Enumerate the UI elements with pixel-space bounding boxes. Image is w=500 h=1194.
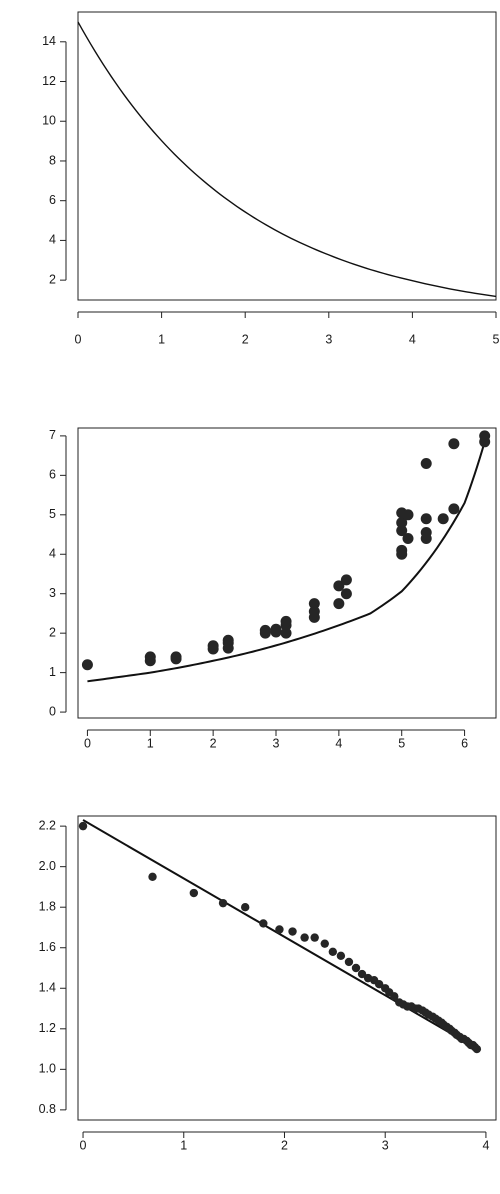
- data-point: [275, 925, 284, 934]
- y-tick-label: 4: [49, 547, 56, 561]
- data-point: [437, 513, 449, 525]
- data-point: [308, 605, 320, 617]
- data-point: [222, 634, 234, 646]
- fit-line: [82, 819, 479, 1050]
- data-point: [472, 1044, 482, 1054]
- y-tick-label: 1.8: [39, 899, 56, 913]
- data-point: [396, 525, 408, 537]
- x-tick-label: 3: [273, 736, 280, 750]
- y-tick-label: 1: [49, 665, 56, 679]
- x-tick-label: 1: [158, 332, 165, 346]
- x-tick-label: 5: [398, 736, 405, 750]
- data-point: [170, 651, 182, 663]
- y-tick-label: 0.8: [39, 1102, 56, 1116]
- x-tick-label: 2: [281, 1138, 288, 1152]
- y-tick-label: 5: [49, 507, 56, 521]
- data-point: [207, 640, 219, 652]
- data-point: [241, 903, 250, 912]
- data-point: [310, 933, 319, 942]
- x-tick-label: 5: [493, 332, 500, 346]
- data-point: [420, 513, 432, 525]
- x-tick-label: 1: [147, 736, 154, 750]
- fit-line: [87, 441, 486, 683]
- data-point: [78, 821, 88, 831]
- data-point: [259, 624, 271, 636]
- y-tick-label: 7: [49, 428, 56, 442]
- data-point: [270, 623, 282, 635]
- y-tick-label: 6: [49, 193, 56, 207]
- data-point: [479, 430, 491, 442]
- data-point: [308, 598, 320, 610]
- x-tick-label: 0: [80, 1138, 87, 1152]
- y-tick-label: 0: [49, 704, 56, 718]
- y-tick-label: 12: [42, 74, 56, 88]
- x-tick-label: 3: [325, 332, 332, 346]
- plot-frame: [77, 427, 497, 719]
- data-point: [333, 580, 345, 592]
- data-point: [448, 438, 460, 450]
- y-tick-label: 1.4: [39, 981, 56, 995]
- data-point: [144, 651, 156, 663]
- x-tick-label: 4: [409, 332, 416, 346]
- x-tick-label: 4: [335, 736, 342, 750]
- plot-frame: [77, 815, 497, 1121]
- y-tick-label: 14: [42, 34, 56, 48]
- data-point: [336, 951, 346, 961]
- data-point: [280, 627, 292, 639]
- data-point: [420, 458, 432, 470]
- data-point: [280, 615, 292, 627]
- y-tick-label: 4: [49, 233, 56, 247]
- data-point: [390, 992, 399, 1001]
- y-tick-label: 8: [49, 153, 56, 167]
- data-point: [218, 898, 228, 908]
- data-point: [189, 888, 199, 898]
- y-tick-label: 1.6: [39, 940, 56, 954]
- y-tick-label: 2.0: [39, 859, 56, 873]
- data-point: [344, 957, 354, 967]
- data-point: [402, 509, 414, 521]
- data-point: [396, 517, 408, 529]
- data-point: [333, 598, 345, 610]
- x-tick-label: 4: [482, 1138, 489, 1152]
- data-point: [300, 933, 309, 942]
- data-point: [402, 532, 414, 544]
- y-tick-label: 6: [49, 468, 56, 482]
- data-point: [396, 544, 408, 556]
- data-point: [328, 947, 338, 956]
- x-tick-label: 2: [210, 736, 217, 750]
- y-tick-label: 1.2: [39, 1021, 56, 1035]
- data-point: [340, 574, 352, 586]
- y-tick-label: 2: [49, 272, 56, 286]
- series-line: [77, 21, 497, 298]
- data-point: [259, 919, 268, 928]
- x-tick-label: 0: [75, 332, 82, 346]
- x-tick-label: 2: [242, 332, 249, 346]
- plot-frame: [77, 11, 497, 301]
- x-tick-label: 3: [382, 1138, 389, 1152]
- data-point: [374, 980, 384, 989]
- x-tick-label: 6: [461, 736, 468, 750]
- y-tick-label: 1.0: [39, 1062, 56, 1076]
- data-point: [148, 872, 157, 881]
- data-point: [351, 963, 361, 973]
- x-tick-label: 1: [180, 1138, 187, 1152]
- data-point: [320, 939, 329, 948]
- data-point: [81, 659, 93, 671]
- y-tick-label: 2: [49, 625, 56, 639]
- y-tick-label: 10: [42, 114, 56, 128]
- data-point: [288, 927, 297, 936]
- y-tick-label: 2.2: [39, 818, 56, 832]
- data-point: [448, 503, 460, 515]
- data-point: [340, 588, 352, 600]
- data-point: [420, 527, 432, 539]
- data-point: [357, 969, 367, 979]
- x-tick-label: 0: [84, 736, 91, 750]
- y-tick-label: 3: [49, 586, 56, 600]
